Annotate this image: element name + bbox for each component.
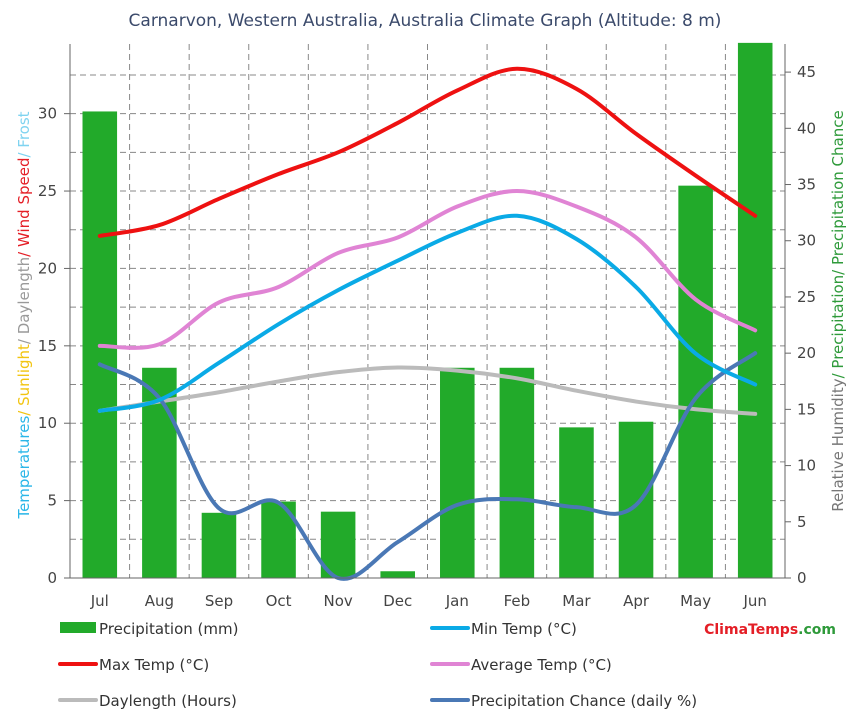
brand: ClimaTemps.com: [704, 622, 836, 638]
x-tick-label-oct: Oct: [266, 592, 292, 610]
right-tick-label: 35: [797, 176, 816, 194]
x-tick-label-sep: Sep: [205, 592, 233, 610]
right-axis-title-part: / Precipitation: [829, 275, 847, 379]
right-axis-title-part: / Precipitation Chance: [829, 110, 847, 275]
x-tick-label-jul: Jul: [90, 592, 109, 610]
x-tick-label-nov: Nov: [323, 592, 352, 610]
brand-text: ClimaTemps.com: [704, 622, 836, 638]
precipitation-bar-apr: [618, 421, 654, 578]
right-axis-title: Relative Humidity/ Precipitation/ Precip…: [829, 110, 847, 511]
series-lines: [97, 66, 758, 581]
legend: Precipitation (mm) Min Temp (°C) Max Temp …: [58, 620, 697, 710]
right-tick-label: 45: [797, 63, 816, 81]
x-tick-label-mar: Mar: [562, 592, 591, 610]
precipitation-bars: [82, 42, 773, 579]
precipitation-bar-mar: [559, 427, 594, 578]
legend-label-precipitation-mm: Precipitation (mm): [99, 620, 238, 638]
max-temp-c-line: [97, 66, 758, 238]
left-axis-title-part: / Frost: [15, 111, 33, 157]
daylength-hours-line: [97, 365, 758, 416]
right-tick-label: 20: [797, 344, 816, 362]
axis-titles: Temperatures/ Sunlight/ Daylength/ Wind …: [15, 110, 847, 519]
left-axis-title-part: Temperatures: [15, 416, 33, 520]
left-axis-title: Temperatures/ Sunlight/ Daylength/ Wind …: [15, 111, 33, 519]
right-tick-label: 40: [797, 119, 816, 137]
precipitation-chance-daily-line: [97, 351, 758, 581]
right-axis-title-part: Relative Humidity: [829, 378, 847, 511]
legend-label-max-temp-c: Max Temp (°C): [99, 656, 209, 674]
left-tick-label: 25: [38, 182, 57, 200]
right-tick-label: 5: [797, 513, 807, 531]
left-tick-label: 0: [47, 569, 57, 587]
legend-label-daylength-hours: Daylength (Hours): [99, 692, 237, 710]
precipitation-bar-dec: [380, 571, 415, 578]
tick-labels: 0 5 10 15 20 25 30 0 5 10 15 20 25 30 35 40 45 Jul Aug Sep O…: [38, 63, 816, 610]
x-tick-label-aug: Aug: [145, 592, 174, 610]
precipitation-bar-jun: [737, 42, 773, 578]
legend-label-min-temp-c: Min Temp (°C): [471, 620, 577, 638]
grid: [69, 44, 786, 579]
brand-part: Clima: [704, 622, 748, 638]
x-tick-label-may: May: [680, 592, 711, 610]
brand-part: .com: [798, 622, 836, 638]
left-tick-label: 20: [38, 259, 57, 277]
brand-part: Temps: [748, 622, 798, 638]
right-tick-label: 15: [797, 400, 816, 418]
x-tick-label-jan: Jan: [445, 592, 469, 610]
x-tick-label-feb: Feb: [504, 592, 531, 610]
precipitation-bar-feb: [499, 367, 535, 578]
left-axis-title-part: / Daylength: [15, 257, 33, 344]
precipitation-bar-may: [678, 185, 713, 579]
legend-label-average-temp-c: Average Temp (°C): [471, 656, 612, 674]
axes: [69, 44, 786, 579]
legend-swatch-precipitation-mm: [60, 622, 96, 633]
left-tick-label: 30: [38, 105, 57, 123]
left-axis-title-part: / Sunlight: [15, 344, 33, 416]
right-tick-label: 0: [797, 569, 807, 587]
x-tick-label-apr: Apr: [623, 592, 650, 610]
right-tick-label: 25: [797, 288, 816, 306]
x-tick-label-jun: Jun: [742, 592, 766, 610]
left-tick-label: 5: [47, 492, 57, 510]
chart-title: Carnarvon, Western Australia, Australia …: [129, 11, 722, 31]
precipitation-bar-sep: [201, 512, 237, 578]
min-temp-c-line: [97, 213, 758, 413]
left-tick-label: 10: [38, 414, 57, 432]
right-tick-label: 30: [797, 232, 816, 250]
left-tick-label: 15: [38, 337, 57, 355]
average-temp-c-line: [97, 189, 758, 350]
precipitation-bar-jan: [440, 367, 475, 578]
right-tick-label: 10: [797, 457, 816, 475]
legend-label-precipitation-chance-daily: Precipitation Chance (daily %): [471, 692, 697, 710]
left-axis-title-part: / Wind Speed: [15, 158, 33, 257]
x-tick-label-dec: Dec: [383, 592, 412, 610]
